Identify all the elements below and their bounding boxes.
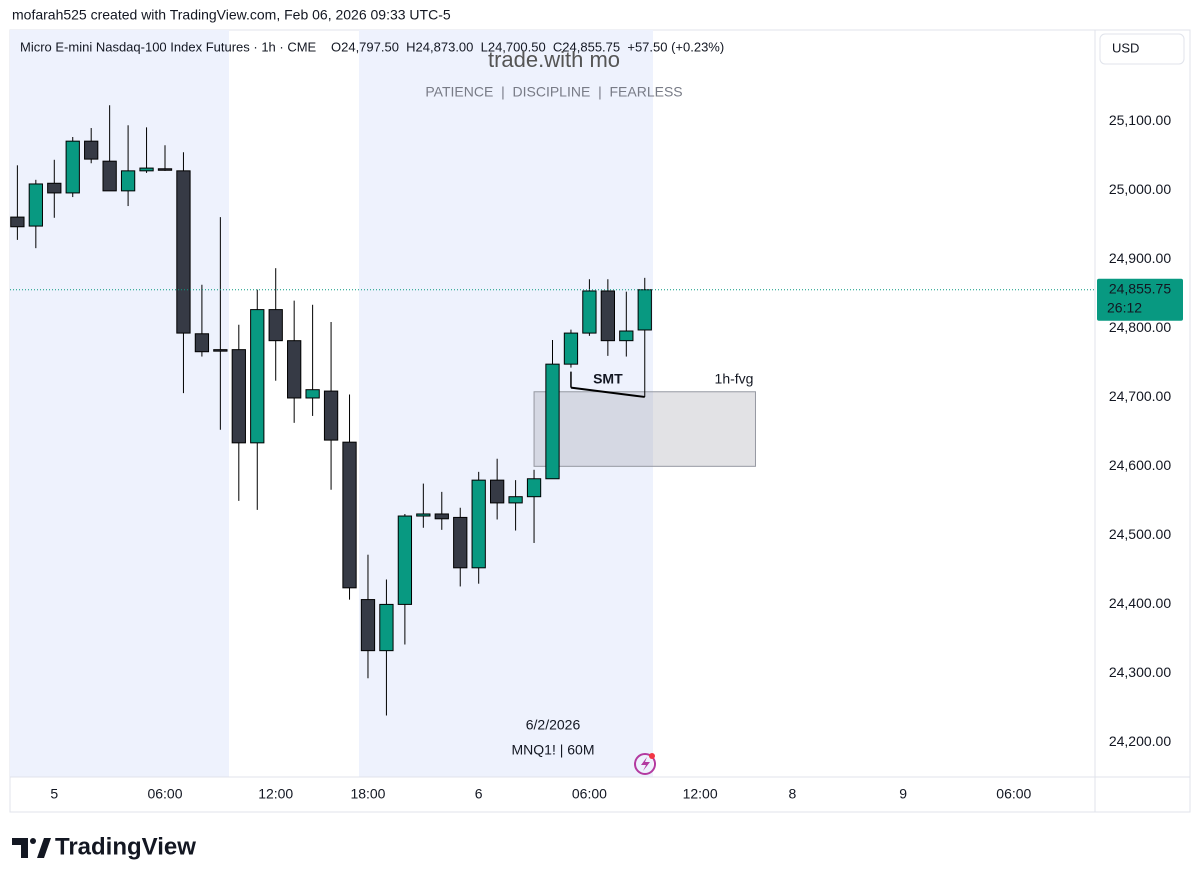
x-tick-label: 06:00: [147, 786, 182, 802]
x-tick-label: 06:00: [572, 786, 607, 802]
logo-mark: [30, 838, 36, 844]
countdown: 26:12: [1107, 299, 1142, 315]
currency-button[interactable]: [1099, 33, 1185, 65]
x-tick-label: 12:00: [683, 786, 718, 802]
last-price-box: [1097, 278, 1183, 321]
smt-label: SMT: [593, 370, 623, 386]
y-tick-label: 24,200.00: [1109, 733, 1171, 749]
candle-body: [342, 441, 357, 589]
candle-body: [10, 216, 25, 228]
y-tick-label: 24,600.00: [1109, 457, 1171, 473]
candle-body: [582, 290, 597, 334]
fvg-zone: [533, 391, 756, 467]
alert-dot[interactable]: [649, 753, 655, 759]
fvg-label: 1h-fvg: [715, 370, 754, 386]
x-tick-label: 5: [50, 786, 58, 802]
symbol: Micro E-mini Nasdaq-100 Index Futures · …: [20, 39, 317, 54]
session-shade: [10, 30, 229, 777]
alert-bolt[interactable]: [641, 757, 650, 771]
y-tick-label: 24,400.00: [1109, 595, 1171, 611]
y-tick-label: 24,800.00: [1109, 319, 1171, 335]
logo-mark: [12, 838, 28, 858]
brand: TradingView: [55, 833, 196, 860]
y-tick-label: 25,100.00: [1109, 112, 1171, 128]
candle-body: [194, 333, 210, 353]
candle-body: [213, 349, 228, 352]
candle-body: [323, 390, 339, 441]
alert-icon[interactable]: [634, 753, 656, 775]
session-shade: [359, 30, 653, 777]
x-tick-label: 06:00: [996, 786, 1031, 802]
candle-body: [600, 290, 616, 342]
candle-body: [305, 389, 320, 399]
y-tick-label: 24,500.00: [1109, 526, 1171, 542]
candle-body: [563, 332, 579, 365]
last-price-label: 24,855.75: [1109, 280, 1171, 296]
ohlc: O24,797.50 H24,873.00 L24,700.50 C24,855…: [331, 39, 724, 54]
candle-body: [65, 140, 80, 194]
candle-body: [619, 330, 634, 342]
brand-logo: [12, 838, 51, 858]
smt-line: [570, 386, 645, 398]
x-tick-label: 6: [475, 786, 483, 802]
candle-body: [268, 309, 283, 342]
logo-mark: [37, 838, 51, 858]
candle-body: [120, 170, 136, 192]
candle-body: [176, 170, 191, 334]
y-tick-label: 24,700.00: [1109, 388, 1171, 404]
candle-body: [490, 479, 505, 504]
x-tick-label: 8: [788, 786, 796, 802]
candle-body: [453, 516, 468, 569]
candle-body: [231, 349, 246, 444]
candle-body: [637, 289, 652, 331]
watermark-subtitle: PATIENCE | DISCIPLINE | FEARLESS: [425, 84, 682, 100]
date-note: 6/2/2026: [526, 717, 581, 733]
y-tick-label: 24,300.00: [1109, 664, 1171, 680]
candle-body: [471, 479, 486, 569]
candle-body: [157, 168, 173, 171]
x-tick-label: 12:00: [258, 786, 293, 802]
candle-body: [360, 599, 376, 652]
ticker-note: MNQ1! | 60M: [512, 742, 595, 758]
credit: mofarah525 created with TradingView.com,…: [12, 7, 451, 23]
candle-body: [545, 363, 560, 480]
candle-body: [379, 603, 394, 652]
candle-body: [250, 309, 265, 444]
currency[interactable]: USD: [1112, 40, 1139, 55]
candle-body: [28, 183, 43, 227]
candle-body: [416, 513, 431, 517]
candle-body: [84, 140, 99, 160]
candle-body: [526, 478, 542, 498]
y-tick-label: 24,900.00: [1109, 250, 1171, 266]
candle-body: [287, 340, 302, 399]
watermark: trade.with mo: [488, 47, 620, 72]
x-tick-label: 9: [899, 786, 907, 802]
candle-body: [397, 515, 413, 605]
alert-circle[interactable]: [634, 753, 656, 775]
candle-body: [434, 513, 449, 520]
candle-body: [47, 182, 62, 194]
x-tick-label: 18:00: [350, 786, 385, 802]
candle-body: [102, 160, 117, 192]
y-tick-label: 25,000.00: [1109, 181, 1171, 197]
candle-body: [508, 496, 523, 504]
candle-body: [139, 167, 154, 172]
